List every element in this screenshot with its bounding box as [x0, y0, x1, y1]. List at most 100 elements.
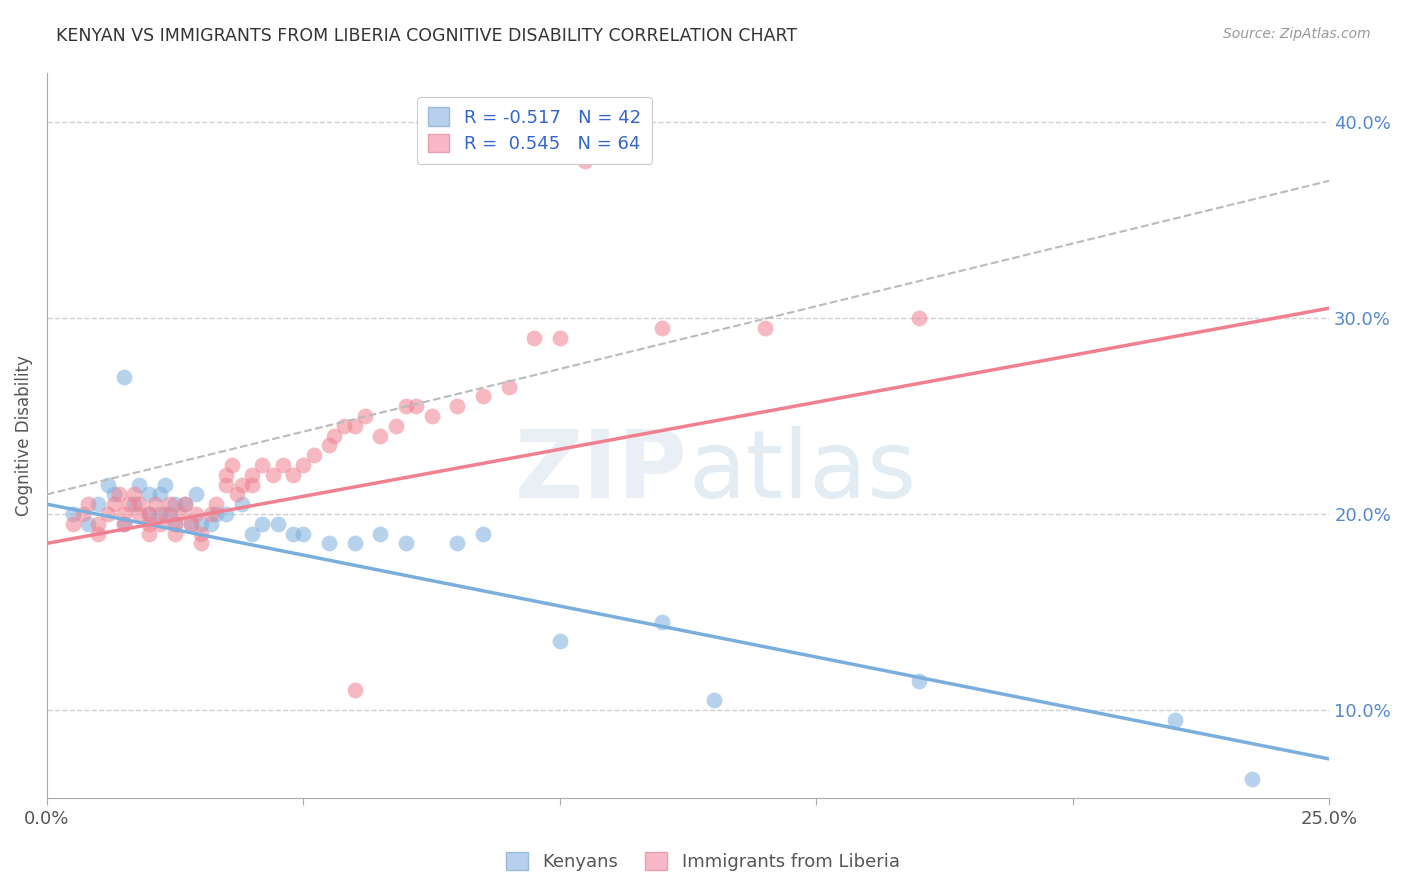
Point [149, 516, 172, 531]
Point [651, 320, 673, 334]
Point [240, 477, 263, 491]
Point [231, 497, 253, 511]
Point [153, 477, 176, 491]
Point [165, 526, 187, 541]
Point [112, 516, 135, 531]
Point [190, 526, 212, 541]
Point [271, 458, 294, 472]
Point [128, 507, 150, 521]
Point [112, 516, 135, 531]
Point [471, 389, 494, 403]
Point [190, 516, 212, 531]
Point [72, 507, 94, 521]
Point [159, 497, 181, 511]
Point [225, 487, 247, 501]
Point [112, 507, 135, 521]
Legend: Kenyans, Immigrants from Liberia: Kenyans, Immigrants from Liberia [499, 845, 907, 879]
Point [174, 497, 197, 511]
Point [149, 487, 172, 501]
Point [281, 526, 304, 541]
Point [190, 536, 212, 550]
Point [169, 507, 191, 521]
Point [180, 516, 202, 531]
Point [118, 497, 141, 511]
Point [149, 507, 172, 521]
Point [62, 507, 84, 521]
Text: Source: ZipAtlas.com: Source: ZipAtlas.com [1223, 27, 1371, 41]
Point [395, 536, 418, 550]
Point [87, 526, 110, 541]
Point [240, 467, 263, 482]
Point [205, 497, 228, 511]
Text: atlas: atlas [688, 425, 917, 518]
Point [231, 477, 253, 491]
Point [354, 409, 377, 423]
Point [184, 507, 207, 521]
Point [200, 516, 222, 531]
Point [471, 526, 494, 541]
Point [498, 379, 520, 393]
Point [200, 507, 222, 521]
Point [153, 507, 176, 521]
Point [240, 526, 263, 541]
Point [122, 487, 145, 501]
Point [323, 428, 346, 442]
Point [165, 497, 187, 511]
Point [908, 310, 931, 325]
Point [87, 516, 110, 531]
Point [97, 477, 120, 491]
Point [548, 330, 571, 344]
Point [908, 673, 931, 688]
Point [143, 497, 166, 511]
Point [420, 409, 443, 423]
Point [138, 507, 160, 521]
Point [384, 418, 406, 433]
Point [205, 507, 228, 521]
Point [395, 399, 418, 413]
Y-axis label: Cognitive Disability: Cognitive Disability [15, 355, 32, 516]
Point [446, 399, 468, 413]
Point [128, 477, 150, 491]
Point [77, 497, 100, 511]
Point [651, 615, 673, 629]
Point [221, 458, 243, 472]
Text: KENYAN VS IMMIGRANTS FROM LIBERIA COGNITIVE DISABILITY CORRELATION CHART: KENYAN VS IMMIGRANTS FROM LIBERIA COGNIT… [56, 27, 797, 45]
Point [281, 467, 304, 482]
Text: ZIP: ZIP [515, 425, 688, 518]
Point [252, 516, 274, 531]
Point [574, 154, 596, 169]
Point [1164, 713, 1187, 727]
Point [165, 516, 187, 531]
Point [368, 526, 391, 541]
Point [523, 330, 546, 344]
Point [292, 458, 315, 472]
Point [128, 497, 150, 511]
Point [318, 438, 340, 452]
Point [97, 507, 120, 521]
Point [184, 487, 207, 501]
Point [62, 516, 84, 531]
Point [343, 418, 366, 433]
Point [138, 526, 160, 541]
Point [215, 507, 238, 521]
Point [103, 497, 125, 511]
Point [548, 634, 571, 648]
Point [107, 487, 129, 501]
Point [754, 320, 776, 334]
Point [343, 536, 366, 550]
Point [112, 369, 135, 384]
Point [87, 497, 110, 511]
Point [302, 448, 325, 462]
Point [215, 467, 238, 482]
Point [180, 516, 202, 531]
Point [1241, 772, 1264, 786]
Point [318, 536, 340, 550]
Legend: R = -0.517   N = 42, R =  0.545   N = 64: R = -0.517 N = 42, R = 0.545 N = 64 [416, 96, 651, 164]
Point [368, 428, 391, 442]
Point [343, 683, 366, 698]
Point [446, 536, 468, 550]
Point [122, 497, 145, 511]
Point [77, 516, 100, 531]
Point [333, 418, 356, 433]
Point [138, 507, 160, 521]
